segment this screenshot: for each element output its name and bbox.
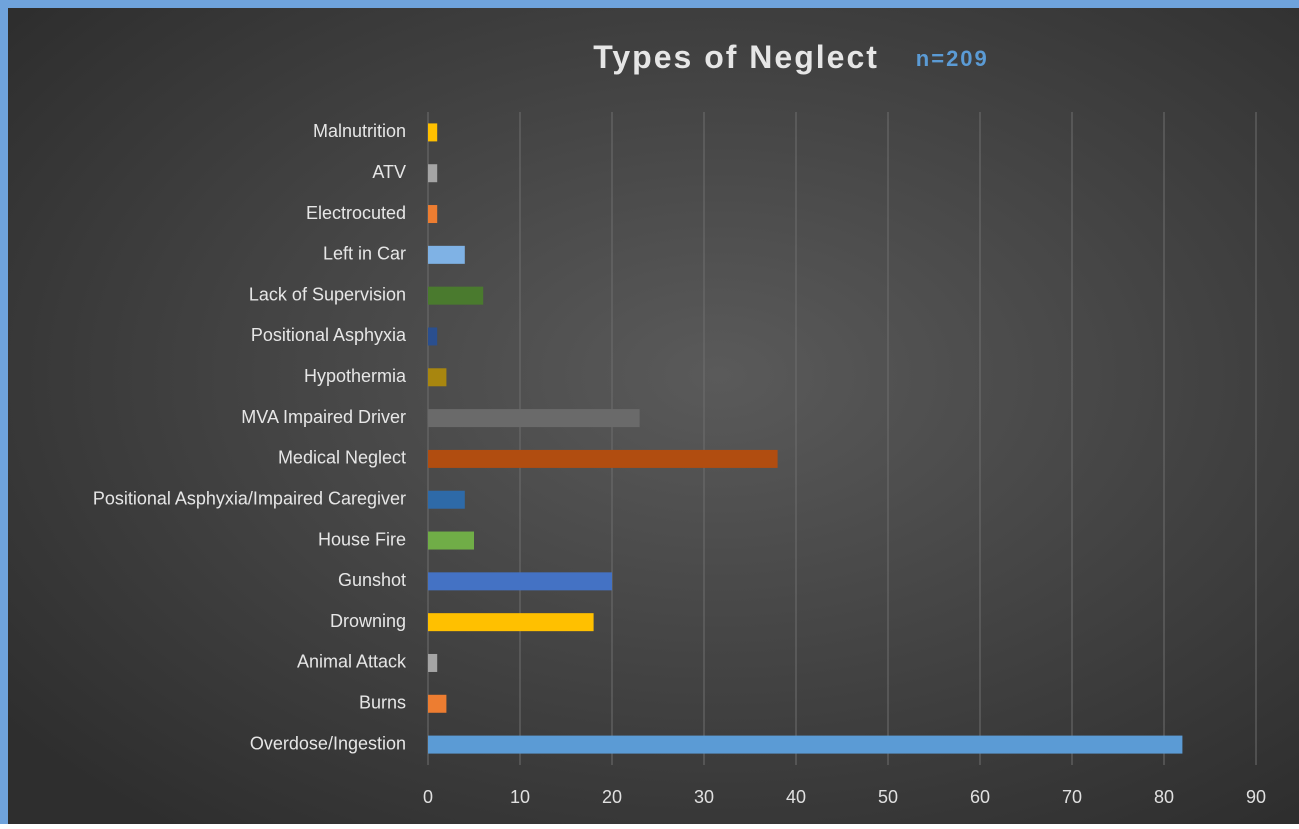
subtitle: n=209 — [916, 46, 989, 71]
bar — [428, 368, 447, 387]
x-tick-label: 10 — [510, 787, 530, 807]
plot-background — [8, 8, 1299, 824]
y-tick-label: Overdose/Ingestion — [250, 733, 406, 753]
x-tick-label: 90 — [1246, 787, 1266, 807]
x-tick-label: 80 — [1154, 787, 1174, 807]
bar — [428, 409, 640, 428]
y-tick-label: Left in Car — [323, 244, 406, 264]
y-tick-label: Hypothermia — [304, 366, 407, 386]
y-tick-label: Positional Asphyxia — [251, 325, 407, 345]
y-tick-label: Drowning — [330, 611, 406, 631]
bar — [428, 613, 594, 632]
chart-title: Types of Neglect n=209 — [593, 39, 989, 75]
bar — [428, 490, 465, 509]
bar — [428, 164, 438, 183]
x-tick-label: 0 — [423, 787, 433, 807]
y-tick-label: Lack of Supervision — [249, 284, 406, 304]
x-tick-label: 70 — [1062, 787, 1082, 807]
bar — [428, 327, 438, 346]
bar — [428, 653, 438, 672]
y-tick-label: Burns — [359, 693, 406, 713]
bar — [428, 123, 438, 142]
bar — [428, 735, 1183, 754]
bar — [428, 694, 447, 713]
bar — [428, 572, 612, 591]
y-tick-label: Animal Attack — [297, 652, 407, 672]
x-tick-label: 60 — [970, 787, 990, 807]
x-tick-label: 30 — [694, 787, 714, 807]
y-tick-label: ATV — [372, 162, 406, 182]
x-tick-label: 50 — [878, 787, 898, 807]
y-tick-label: Gunshot — [338, 570, 406, 590]
bar — [428, 205, 438, 224]
y-tick-label: House Fire — [318, 529, 406, 549]
bar — [428, 449, 778, 468]
y-tick-label: Positional Asphyxia/Impaired Caregiver — [93, 488, 406, 508]
y-tick-label: Electrocuted — [306, 203, 406, 223]
title: Types of Neglect — [593, 39, 879, 75]
bar — [428, 531, 474, 550]
bar — [428, 245, 465, 264]
y-tick-label: Malnutrition — [313, 121, 406, 141]
bar — [428, 286, 484, 305]
x-tick-label: 40 — [786, 787, 806, 807]
y-tick-label: MVA Impaired Driver — [241, 407, 406, 427]
x-tick-label: 20 — [602, 787, 622, 807]
y-tick-label: Medical Neglect — [278, 448, 406, 468]
